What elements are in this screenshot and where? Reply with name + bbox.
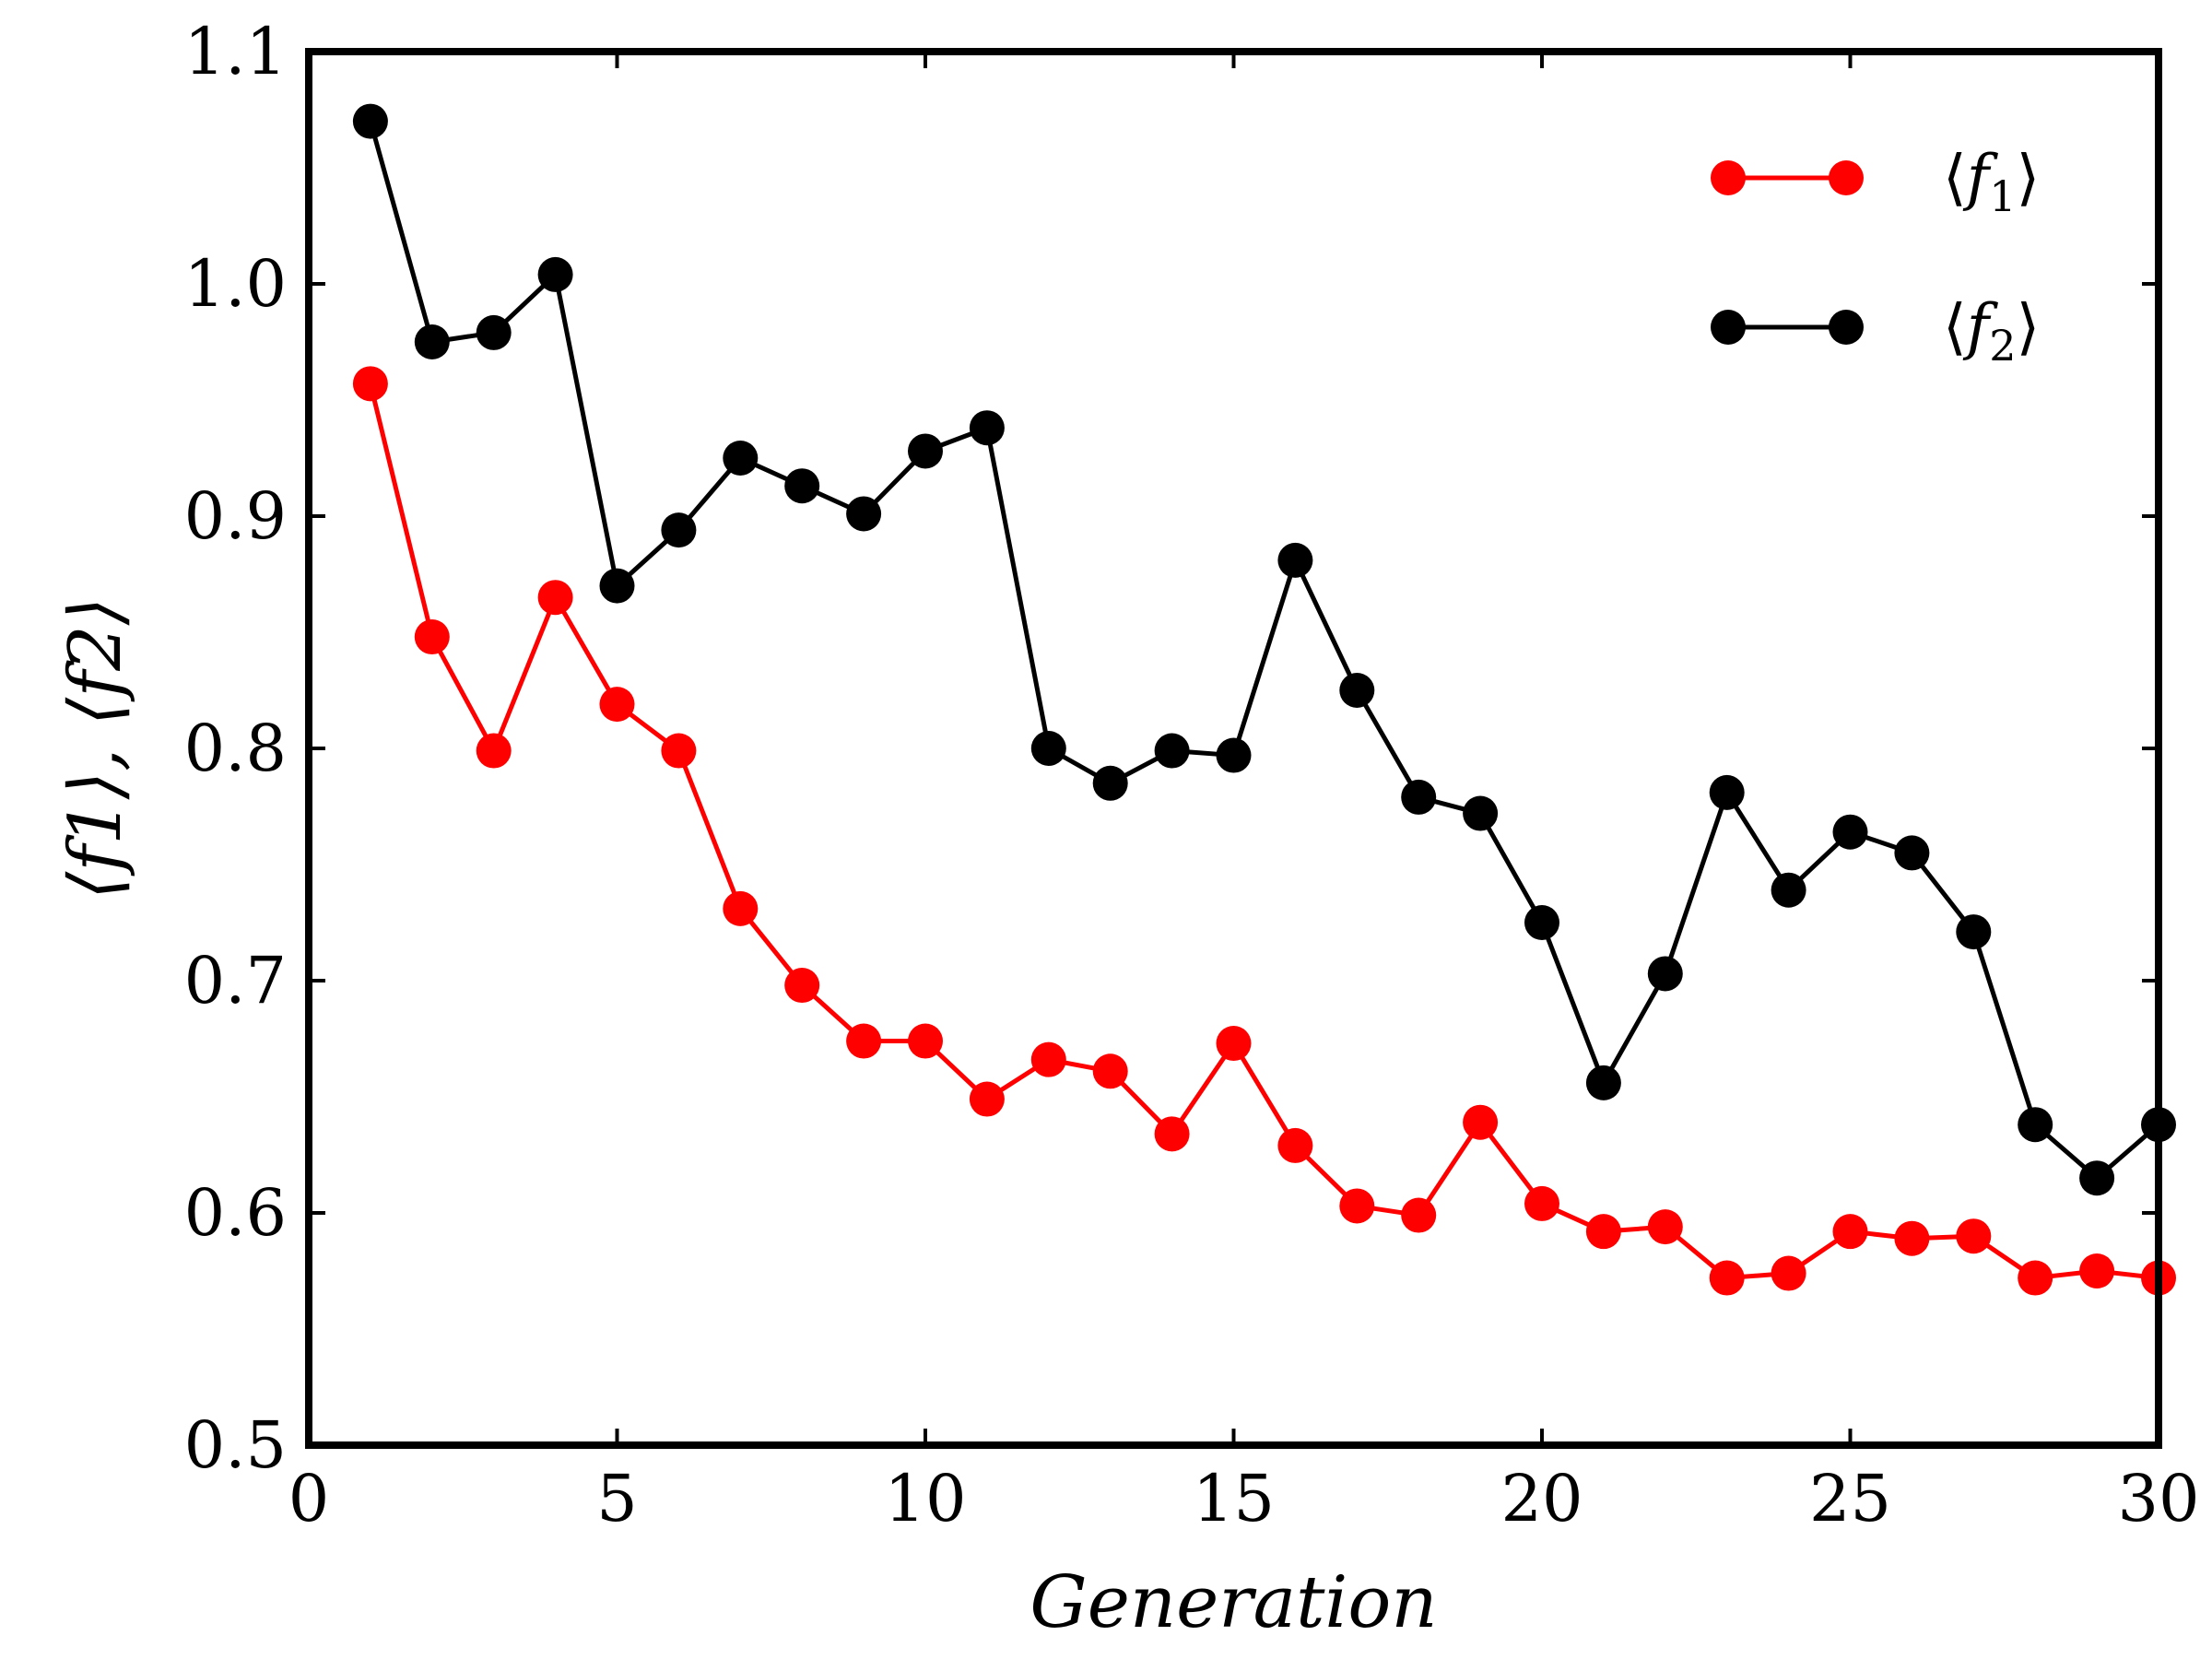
series-1-point — [723, 890, 759, 926]
series-1-point — [1709, 1260, 1745, 1296]
legend-marker-f2-right — [1829, 310, 1864, 345]
series-2-point — [537, 256, 573, 292]
series-1-point — [352, 366, 388, 402]
series-1-point — [1030, 1041, 1066, 1077]
x-tick-label: 15 — [1193, 1461, 1275, 1536]
x-tick-labels: 0 5 10 15 20 25 30 — [288, 1461, 2200, 1536]
series-1-point — [1092, 1053, 1128, 1089]
y-axis-title: ⟨f1⟩, ⟨f2⟩ — [54, 597, 137, 900]
series-2-point — [1956, 914, 1992, 950]
series-2-point — [661, 512, 697, 548]
series-1-point — [1401, 1197, 1437, 1233]
series-1-point — [476, 733, 512, 769]
legend-label-f1-open: ⟨ — [1943, 142, 1967, 213]
series-2-point — [1585, 1065, 1621, 1100]
legend: ⟨f1⟩ ⟨f2⟩ — [1711, 142, 2040, 371]
series-2-point — [1339, 673, 1375, 708]
legend-label-f2: ⟨f2⟩ — [1943, 291, 2040, 371]
legend-marker-f1-right — [1829, 160, 1864, 195]
series-1-point — [599, 687, 635, 723]
y-tick-label: 0.5 — [184, 1407, 287, 1483]
series-2-point — [352, 103, 388, 139]
series-2-line — [368, 120, 2160, 1181]
y-tick-label: 0.9 — [184, 478, 287, 554]
series-2-point — [846, 496, 882, 532]
y-tick-label: 0.6 — [184, 1175, 287, 1251]
series-2-point — [1463, 795, 1499, 831]
y-tick-label: 1.0 — [184, 246, 287, 322]
legend-label-f2-sub: 2 — [1989, 321, 2016, 371]
series-2-point — [1092, 765, 1128, 801]
series-1-point — [414, 619, 450, 655]
legend-label-f1-sub: 1 — [1989, 171, 2016, 221]
plot-frame — [305, 48, 2162, 1449]
series-2-point — [1030, 731, 1066, 766]
series-1-point — [1647, 1209, 1683, 1245]
series-2-point — [2018, 1107, 2053, 1143]
legend-label-f1-close: ⟩ — [2016, 142, 2040, 213]
series-2-point — [599, 568, 635, 604]
series-2-point — [1832, 814, 1868, 850]
series-1-point — [1216, 1026, 1252, 1062]
y-tick-labels: 0.5 0.6 0.7 0.8 0.9 1.0 1.1 — [184, 14, 287, 1483]
series-2-point — [1401, 779, 1437, 815]
x-axis-title: Generation — [1030, 1561, 1437, 1644]
series-2-point — [1216, 737, 1252, 773]
series-1-point — [2018, 1260, 2053, 1296]
legend-label-f1: ⟨f1⟩ — [1943, 142, 2040, 221]
series-1-point — [846, 1023, 882, 1059]
y-tick-label: 0.7 — [184, 943, 287, 1018]
series-layer — [352, 103, 2176, 1296]
series-1-point — [1154, 1116, 1190, 1152]
x-tick-label: 0 — [288, 1461, 330, 1536]
series-1-point — [1524, 1185, 1559, 1221]
series-2-point — [723, 441, 759, 476]
series-1 — [352, 366, 2176, 1296]
series-2-point — [1647, 956, 1683, 992]
series-1-point — [969, 1081, 1005, 1117]
x-tick-label: 5 — [596, 1461, 638, 1536]
series-2-point — [1524, 905, 1559, 940]
series-1-point — [1832, 1214, 1868, 1250]
x-tick-label: 30 — [2117, 1461, 2199, 1536]
legend-marker-f2-left — [1711, 310, 1746, 345]
series-1-point — [908, 1023, 943, 1059]
series-2-point — [1894, 835, 1930, 871]
series-2 — [352, 103, 2176, 1196]
series-1-point — [1956, 1218, 1992, 1254]
legend-entry-f1: ⟨f1⟩ — [1711, 142, 2040, 221]
legend-label-f2-close: ⟩ — [2016, 291, 2040, 362]
series-2-point — [1771, 872, 1806, 908]
series-1-point — [1339, 1188, 1375, 1224]
series-2-point — [969, 410, 1005, 446]
series-1-point — [1771, 1255, 1806, 1291]
series-2-point — [1277, 542, 1313, 578]
series-2-point — [1709, 774, 1745, 810]
series-2-point — [476, 314, 512, 350]
series-2-point — [784, 468, 820, 504]
x-tick-label: 20 — [1500, 1461, 1583, 1536]
series-1-point — [2079, 1253, 2115, 1288]
x-tick-label: 10 — [884, 1461, 966, 1536]
y-tick-label: 0.8 — [184, 711, 287, 786]
y-tick-label: 1.1 — [184, 14, 287, 89]
legend-label-f2-open: ⟨ — [1943, 291, 1967, 362]
legend-entry-f2: ⟨f2⟩ — [1711, 291, 2040, 371]
legend-marker-f1-left — [1711, 160, 1746, 195]
series-1-point — [784, 968, 820, 1004]
x-tick-label: 25 — [1809, 1461, 1891, 1536]
series-1-point — [537, 580, 573, 616]
series-1-point — [661, 733, 697, 769]
series-2-point — [908, 433, 943, 469]
series-1-point — [1894, 1220, 1930, 1256]
series-2-point — [2079, 1160, 2115, 1196]
series-1-line — [368, 382, 2159, 1281]
series-1-point — [1585, 1214, 1621, 1250]
series-1-point — [1277, 1127, 1313, 1163]
series-1-point — [1463, 1104, 1499, 1140]
series-2-point — [414, 324, 450, 359]
series-2-point — [1154, 733, 1190, 769]
